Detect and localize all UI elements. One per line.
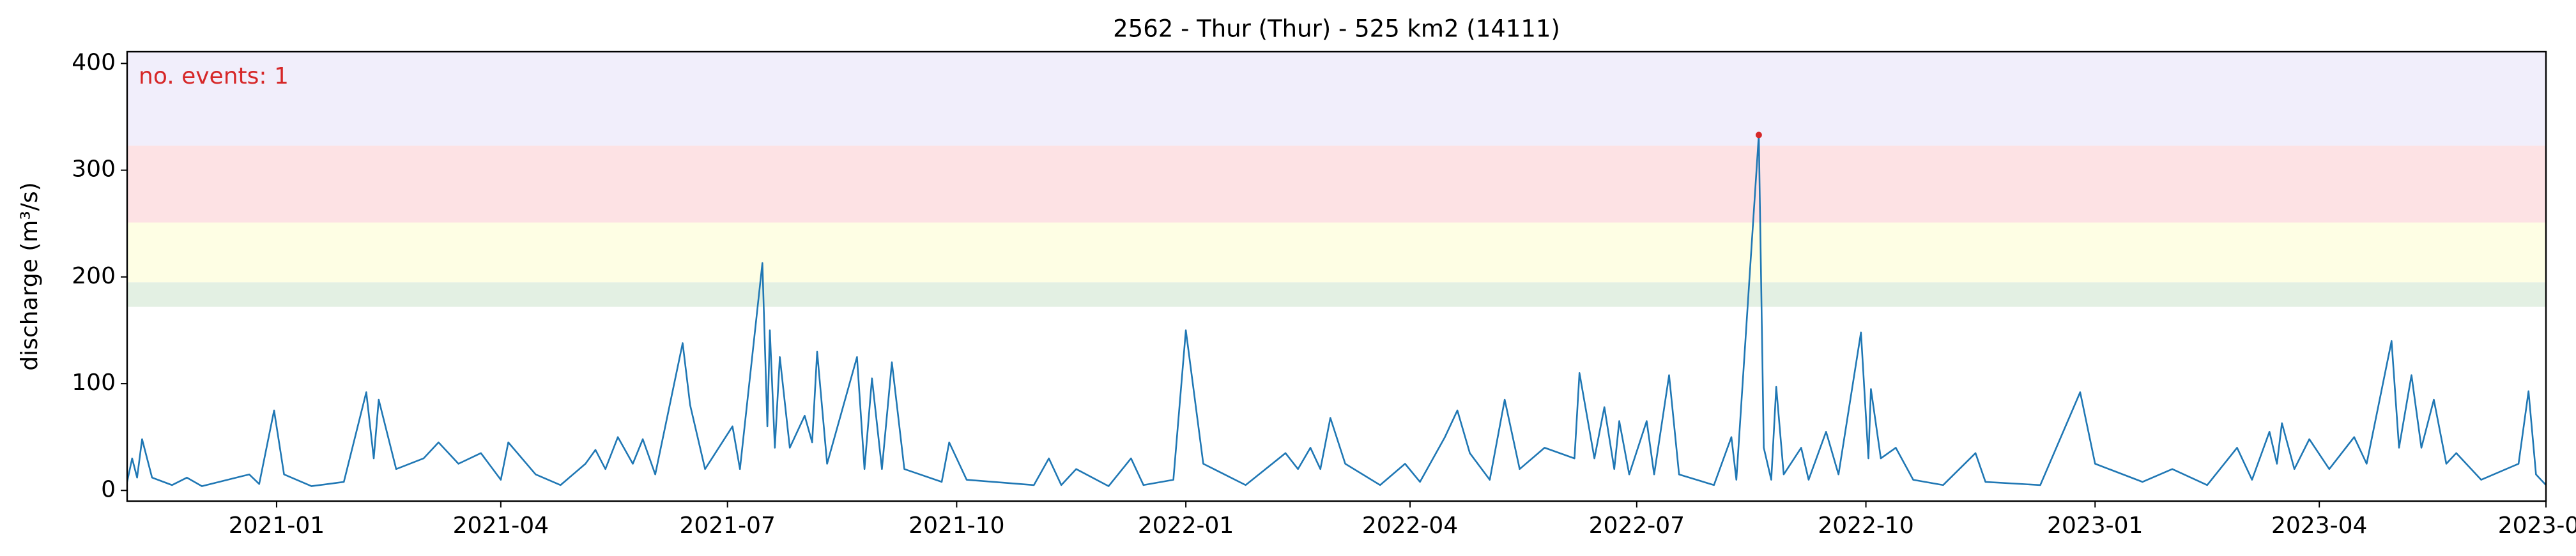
x-tick-label: 2023-04 (2271, 513, 2367, 539)
y-tick-label: 200 (72, 263, 116, 289)
event-count: no. events: 1 (139, 63, 289, 89)
y-tick-label: 100 (72, 370, 116, 396)
discharge-line (127, 134, 2546, 487)
x-tick-label: 2022-04 (1362, 513, 1458, 539)
event-point (1755, 131, 1762, 139)
y-tick-label: 300 (72, 156, 116, 183)
plot-frame (126, 50, 2547, 502)
x-tick-label: 2021-04 (453, 513, 549, 539)
x-tick-label: 2022-10 (1818, 513, 1913, 539)
y-tick-label: 400 (72, 49, 116, 75)
threshold-band (127, 222, 2546, 283)
x-tick-label: 2022-01 (1138, 513, 1234, 539)
threshold-band (127, 146, 2546, 223)
x-tick-label: 2021-07 (679, 513, 775, 539)
chart-title: 2562 - Thur (Thur) - 525 km2 (14111) (1113, 15, 1560, 43)
x-tick-label: 2022-07 (1589, 513, 1685, 539)
x-tick-label: 2023-01 (2047, 513, 2143, 539)
x-tick-label: 2021-01 (229, 513, 325, 539)
x-tick-label: 2023-07 (2498, 513, 2576, 539)
threshold-band (127, 52, 2546, 146)
x-tick-label: 2021-10 (908, 513, 1004, 539)
threshold-band (127, 282, 2546, 307)
y-axis-label: discharge (m³/s) (17, 182, 43, 370)
y-tick-label: 0 (101, 476, 116, 502)
